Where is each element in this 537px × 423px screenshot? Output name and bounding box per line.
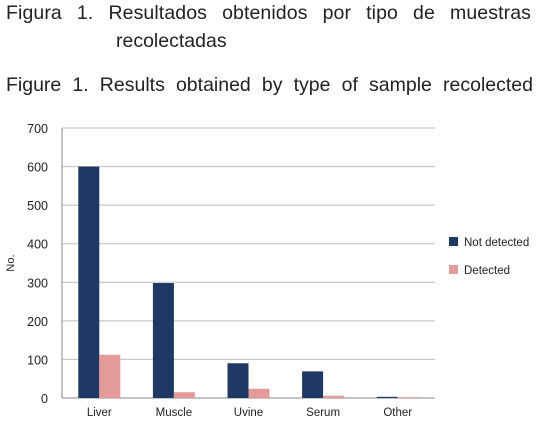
bar-detected-other xyxy=(397,397,419,399)
legend-swatch xyxy=(449,237,458,246)
y-tick-label: 600 xyxy=(27,161,48,175)
bar-detected-uvine xyxy=(248,388,270,398)
legend-label: Not detected xyxy=(464,237,529,249)
y-tick-label: 400 xyxy=(27,238,48,252)
x-tick-label: Muscle xyxy=(156,407,192,419)
y-tick-label: 300 xyxy=(27,276,48,290)
x-tick-label: Other xyxy=(383,407,412,419)
x-tick-label: Serum xyxy=(306,407,340,419)
figure-caption-english: Figure 1. Results obtained by type of sa… xyxy=(6,74,533,96)
y-tick-label: 100 xyxy=(27,353,48,367)
bars xyxy=(78,166,419,399)
bar-not-detected-uvine xyxy=(227,363,249,398)
bar-detected-muscle xyxy=(173,392,195,398)
y-tick-label: 200 xyxy=(27,315,48,329)
bar-detected-liver xyxy=(99,354,121,398)
y-tick-label: 0 xyxy=(41,392,48,406)
figure-caption-spanish-line1: Figura 1. Resultados obtenidos por tipo … xyxy=(6,2,531,24)
legend: Not detected Detected xyxy=(449,237,529,277)
figure-caption-spanish-line2: recolectadas xyxy=(116,30,227,52)
y-axis-label: No. xyxy=(5,254,17,271)
y-tick-label: 700 xyxy=(27,122,48,136)
y-tick-label: 500 xyxy=(27,199,48,213)
bar-not-detected-liver xyxy=(78,166,100,398)
y-axis-ticks: 0 100 200 300 400 500 600 700 xyxy=(27,122,48,406)
bar-not-detected-muscle xyxy=(152,283,174,398)
legend-swatch xyxy=(449,265,458,274)
bar-chart: 0 100 200 300 400 500 600 700 Liver Muscle Uvine S… xyxy=(5,122,529,419)
x-tick-label: Uvine xyxy=(234,407,263,419)
bar-not-detected-serum xyxy=(302,371,324,398)
x-axis-ticks: Liver Muscle Uvine Serum Other xyxy=(87,407,412,419)
x-tick-label: Liver xyxy=(87,407,112,419)
bar-detected-serum xyxy=(323,395,345,398)
legend-label: Detected xyxy=(464,265,510,277)
gridlines xyxy=(61,127,435,399)
bar-not-detected-other xyxy=(376,396,398,398)
